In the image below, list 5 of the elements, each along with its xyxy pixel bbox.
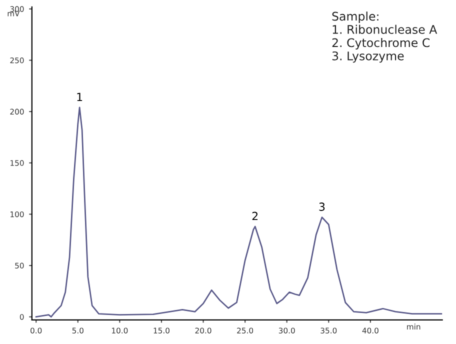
annotation: 2 [252, 212, 258, 220]
annotation: 1 [77, 92, 82, 101]
annotation: Sample: 1. Ribonuclease A 2. Cytochrome C 3. Lysozyme [332, 12, 438, 63]
annotation: 3 [319, 202, 325, 211]
line-series [35, 106, 442, 318]
